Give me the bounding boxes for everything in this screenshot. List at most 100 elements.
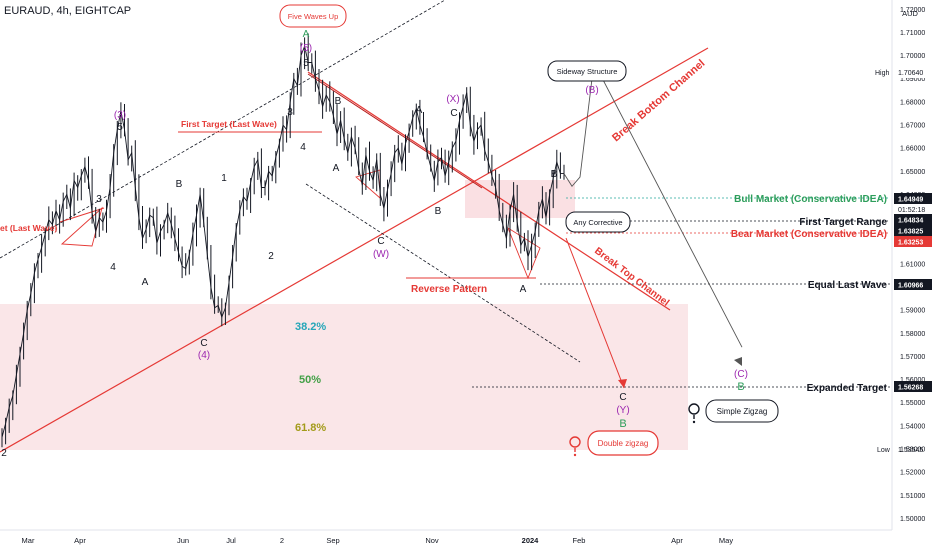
wave-label: 3 [287,107,293,118]
y-tick-label: 1.54000 [900,423,925,430]
first-target-last-wave-text: First Target (Last Wave) [181,119,277,129]
wave-label: 2 [1,448,7,459]
equal-wave-value: 1.60966 [898,283,923,290]
wave-label: C [619,392,626,403]
wave-label: A [142,277,149,288]
first-target-range-label: First Target Range [799,217,887,228]
high-label: High [875,70,890,77]
wave-label: B [551,169,558,180]
any-corrective-box[interactable] [565,211,631,233]
first-target-badge [894,214,932,225]
y-tick-label: 1.70000 [900,53,925,60]
expanded-badge [894,381,932,392]
x-tick-label: Apr [74,536,86,545]
wave-label: (W) [373,249,389,260]
wave-label: (3) [114,110,126,121]
wave-label: (C) [734,369,748,380]
expanded-value: 1.56268 [898,385,923,392]
descending-channel-bottom [305,183,581,363]
y-tick-label: 1.50000 [900,516,925,523]
level-badge [894,225,932,236]
wave-label: (B) [585,85,598,96]
y-tick-label: 1.69000 [900,76,925,83]
y-tick-label: 1.65000 [900,169,925,176]
y-tick-label: 1.71000 [900,30,925,37]
y-tick-label: 1.51000 [900,493,925,500]
wave-label: A [333,163,340,174]
price-series-group [1,33,743,448]
countdown-badge [894,204,932,214]
projection-red-arrowhead [618,379,627,388]
support-zone [0,304,688,450]
wave-label: B [435,206,442,217]
break-top-channel-text: Break Top Channel [592,246,671,309]
x-tick-label: 2 [280,536,284,545]
sideway-structure-text: Sideway Structure [557,67,618,76]
projection-red-bear [565,237,625,389]
x-tick-label: Sep [326,536,339,545]
wave-label: 5 [117,122,123,133]
simple-zigzag-text: Simple Zigzag [717,407,768,416]
bear-value: 1.63253 [898,240,923,247]
wave-label: 4 [110,262,116,273]
wave-label: B [737,381,744,393]
wave-label: B [335,96,342,107]
high-value: 1.70640 [898,70,923,77]
five-waves-up-text: Five Waves Up [288,12,339,21]
wave-label: C [200,338,207,349]
wave-label: A [520,284,527,295]
wave-label: (X) [446,94,459,105]
low-label: Low [877,447,891,454]
bear-market-label: Bear Market (Conservative IDEA) [731,229,887,240]
x-tick-label: Jun [177,536,189,545]
x-tick-labels: Mar Apr Jun Jul 2 Sep Nov 2024 Feb Apr May [22,536,734,545]
x-tick-label: Jul [226,536,236,545]
high-badge [894,66,932,78]
chart-header-symbol: EURAUD, 4h, EIGHTCAP [4,5,132,17]
y-tick-label: 1.53000 [900,447,925,454]
y-tick-label: 1.67000 [900,123,925,130]
first-target-value: 1.64834 [898,218,923,225]
y-tick-label: 1.72000 [900,7,925,14]
bear-badge [894,236,932,247]
x-tick-label: Nov [425,536,439,545]
wave-label: 2 [268,251,274,262]
wave-label: (5) [300,43,312,54]
x-tick-label: Mar [22,536,35,545]
lightbulb-icon-black [688,403,700,424]
expanded-target-label: Expanded Target [807,383,888,394]
last-wave-text: et (Last Wave) [0,223,57,233]
second-descending-line [307,73,483,189]
sideway-structure-box[interactable] [547,60,627,82]
bull-badge [894,193,932,204]
wave-label: 3 [96,194,102,205]
last-wave-line [59,207,105,223]
five-waves-up-box[interactable] [279,4,347,28]
y-tick-label: 1.66000 [900,146,925,153]
y-tick-label: 1.59000 [900,308,925,315]
double-zigzag-box[interactable] [587,430,659,456]
wave-label: (4) [198,350,210,361]
any-corrective-text: Any Corrective [573,218,622,227]
fib-382-label: 38.2% [295,321,326,333]
time-axis[interactable] [0,530,892,550]
y-tick-label: 1.57000 [900,354,925,361]
equal-last-wave-label: Equal Last Wave [808,280,888,291]
wave-label: B [176,179,183,190]
wave-label: A [303,29,310,40]
y-tick-label: 1.52000 [900,470,925,477]
bull-market-label: Bull Market (Conservative IDEA) [734,194,887,205]
wave-label: 1 [221,173,227,184]
bull-value: 1.64949 [898,197,923,204]
lightbulb-icon-red [569,436,581,457]
y-tick-label: 1.61000 [900,261,925,268]
y-tick-label: 1.55000 [900,400,925,407]
wave-label: C [377,236,384,247]
price-axis[interactable] [892,0,932,530]
double-zigzag-text: Double zigzag [598,439,649,448]
low-value: 1.53545 [898,447,923,454]
currency-label: AUD [902,9,918,18]
simple-zigzag-box[interactable] [705,399,779,423]
x-tick-label: May [719,536,733,545]
